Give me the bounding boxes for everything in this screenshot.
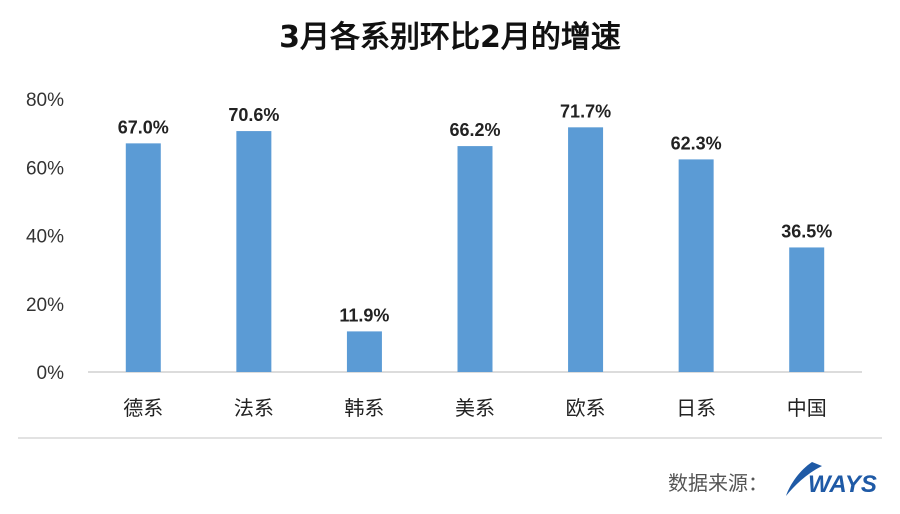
- bar: [568, 127, 604, 372]
- data-label: 11.9%: [339, 305, 389, 325]
- bar: [346, 331, 382, 372]
- category-label: 德系: [123, 396, 163, 420]
- y-tick-label: 40%: [26, 227, 64, 248]
- data-label: 70.6%: [228, 105, 279, 125]
- category-label: 韩系: [344, 396, 384, 420]
- source-label: 数据来源：: [668, 471, 768, 495]
- category-label: 中国: [787, 396, 827, 420]
- y-axis: 0% 20% 40% 60% 80%: [26, 90, 64, 384]
- bar: [236, 131, 272, 372]
- logo-swoosh-icon: [786, 462, 822, 496]
- ways-logo: WAYS: [786, 462, 877, 498]
- data-label: 66.2%: [449, 120, 500, 140]
- data-labels: 67.0% 70.6% 11.9% 66.2% 71.7% 62.3% 36.5%: [118, 101, 832, 325]
- category-label: 欧系: [566, 396, 606, 420]
- data-label: 36.5%: [781, 221, 832, 241]
- category-label: 日系: [676, 396, 716, 420]
- data-label: 67.0%: [118, 117, 169, 137]
- bar: [678, 159, 714, 372]
- y-tick-label: 0%: [37, 363, 65, 384]
- bar: [789, 247, 825, 372]
- y-tick-label: 20%: [26, 295, 64, 316]
- data-label: 62.3%: [671, 133, 722, 153]
- data-label: 71.7%: [560, 101, 611, 121]
- bars: [125, 127, 825, 372]
- bar: [457, 146, 493, 372]
- category-label: 美系: [455, 396, 495, 420]
- y-tick-label: 60%: [26, 158, 64, 179]
- logo-text: WAYS: [808, 471, 877, 498]
- chart-title: 3月各系别环比2月的增速: [279, 20, 621, 55]
- category-labels: 德系 法系 韩系 美系 欧系 日系 中国: [123, 396, 826, 420]
- bar: [125, 143, 161, 372]
- category-label: 法系: [234, 396, 274, 420]
- y-tick-label: 80%: [26, 90, 64, 111]
